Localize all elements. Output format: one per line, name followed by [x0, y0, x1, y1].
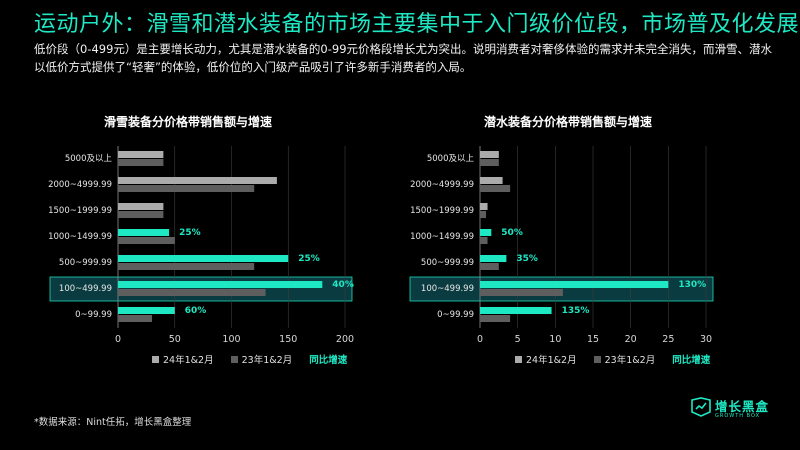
bar-2023	[118, 185, 255, 192]
ski-chart-title: 滑雪装备分价格带销售额与增速	[104, 115, 273, 129]
growth-label: 60%	[185, 306, 207, 316]
bar-2023	[118, 263, 255, 270]
category-label: 1500~1999.99	[48, 206, 112, 216]
growth-label: 40%	[332, 280, 354, 290]
logo-text: 增长黑盒	[715, 399, 770, 414]
bar-2024	[118, 151, 164, 158]
bar-2024	[480, 281, 669, 288]
x-tick-label: 30	[700, 334, 712, 345]
category-label: 5000及以上	[427, 154, 475, 164]
legend-label-2024: 24年1&2月	[526, 355, 577, 366]
category-label: 1000~1499.99	[410, 232, 474, 242]
bar-2023	[118, 237, 175, 244]
page-title: 运动户外：滑雪和潜水装备的市场主要集中于入门级价位段，市场普及化发展	[34, 12, 800, 37]
x-tick-label: 200	[336, 334, 354, 345]
logo-subtext: GROWTH BOX	[715, 413, 761, 419]
legend-swatch-2024	[152, 355, 159, 363]
x-tick-label: 100	[222, 334, 240, 345]
legend-label-2024: 24年1&2月	[163, 355, 214, 366]
category-label: 100~499.99	[421, 284, 474, 294]
bar-2023	[480, 315, 511, 322]
bar-2023	[118, 315, 153, 322]
bar-2024	[118, 307, 175, 314]
x-tick-label: 10	[549, 334, 561, 345]
category-label: 500~999.99	[59, 258, 112, 268]
x-tick-label: 0	[115, 334, 121, 345]
bar-2024	[118, 203, 164, 210]
dive-chart: 0 5 10 15 20 25 30 5000及以上 2000~4999.99 1500~1999…	[409, 146, 714, 345]
x-tick-label: 50	[169, 334, 181, 345]
legend-item-2024: 24年1&2月	[515, 352, 577, 366]
growth-label: 130%	[678, 280, 706, 290]
category-label: 2000~4999.99	[48, 180, 112, 190]
category-label: 0~99.99	[75, 310, 112, 320]
bar-2024	[480, 307, 552, 314]
bar-2023	[480, 237, 488, 244]
bar-2024	[118, 281, 323, 288]
x-tick-label: 0	[477, 334, 483, 345]
bar-2023	[480, 263, 499, 270]
bar-2023	[480, 159, 499, 166]
growth-label: 50%	[501, 228, 523, 238]
category-label: 5000及以上	[65, 154, 113, 164]
bar-2024	[480, 255, 507, 262]
bar-2023	[480, 289, 563, 296]
bar-2024	[480, 177, 503, 184]
legend-swatch-2024	[515, 355, 522, 363]
category-label: 1000~1499.99	[48, 232, 112, 242]
x-tick-label: 20	[625, 334, 637, 345]
legend-label-2023: 23年1&2月	[241, 355, 293, 366]
bar-2023	[480, 211, 487, 218]
legend-growth: 同比增速	[309, 355, 348, 366]
x-tick-label: 15	[587, 334, 599, 345]
x-tick-label: 5	[515, 334, 521, 345]
growth-label: 25%	[298, 254, 320, 264]
growth-box-icon	[691, 397, 711, 417]
ski-chart: 0 50 100 150 200 5000及以上 2000~4999.99 1500~1999…	[48, 146, 354, 345]
dive-legend: 24年1&2月 23年1&2月 同比增速	[515, 352, 724, 366]
category-label: 500~999.99	[421, 258, 474, 268]
category-label: 2000~4999.99	[410, 180, 474, 190]
bar-2024	[480, 203, 488, 210]
category-label: 1500~1999.99	[410, 206, 474, 216]
bar-2024	[118, 255, 289, 262]
bar-2024	[118, 229, 170, 236]
bar-2023	[118, 289, 266, 296]
legend-swatch-2023	[230, 355, 238, 363]
legend-swatch-2023	[593, 355, 601, 363]
brand-logo: 增长黑盒 GROWTH BOX	[690, 397, 768, 421]
source-footnote: *数据来源：Nint任拓，增长黑盒整理	[34, 417, 192, 428]
bar-2024	[480, 229, 492, 236]
growth-label: 135%	[562, 306, 590, 316]
bar-2023	[118, 211, 164, 218]
x-tick-label: 25	[662, 334, 674, 345]
ski-legend: 24年1&2月 23年1&2月 同比增速	[152, 352, 361, 366]
bar-2023	[118, 159, 164, 166]
growth-label: 35%	[516, 254, 538, 264]
page-description: 低价段（0-499元）是主要增长动力，尤其是潜水装备的0-99元价格段增长尤为突…	[34, 42, 773, 74]
growth-label: 25%	[179, 228, 201, 238]
category-label: 0~99.99	[437, 310, 474, 320]
legend-label-2023: 23年1&2月	[604, 355, 656, 366]
bar-2023	[480, 185, 511, 192]
x-tick-label: 150	[279, 334, 297, 345]
legend-item-2023: 23年1&2月	[230, 352, 293, 366]
legend-item-2024: 24年1&2月	[152, 352, 214, 366]
category-label: 100~499.99	[59, 284, 112, 294]
bar-2024	[480, 151, 499, 158]
legend-growth: 同比增速	[672, 355, 711, 366]
legend-item-2023: 23年1&2月	[593, 352, 656, 366]
dive-chart-title: 潜水装备分价格带销售额与增速	[484, 115, 653, 129]
bar-2024	[118, 177, 277, 184]
